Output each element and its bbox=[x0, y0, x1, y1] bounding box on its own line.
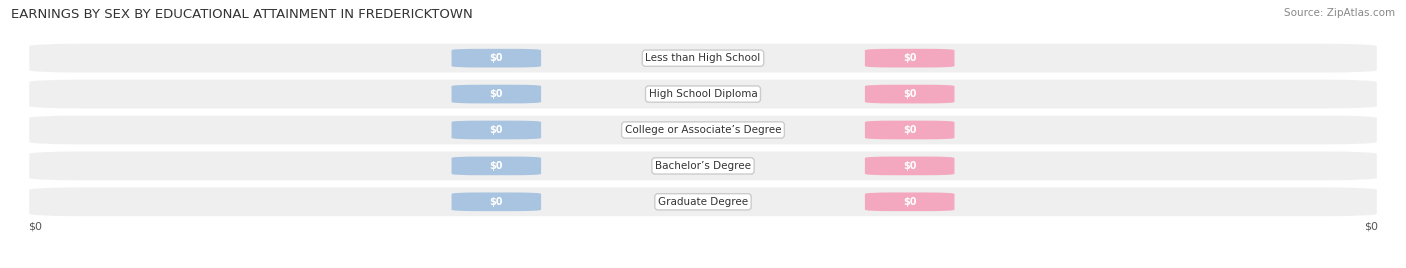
FancyBboxPatch shape bbox=[865, 192, 955, 211]
FancyBboxPatch shape bbox=[451, 85, 541, 103]
Text: Less than High School: Less than High School bbox=[645, 53, 761, 63]
Text: Bachelor’s Degree: Bachelor’s Degree bbox=[655, 161, 751, 171]
FancyBboxPatch shape bbox=[865, 157, 955, 175]
Text: $0: $0 bbox=[903, 125, 917, 135]
Text: $0: $0 bbox=[28, 222, 42, 232]
FancyBboxPatch shape bbox=[451, 192, 541, 211]
FancyBboxPatch shape bbox=[451, 121, 541, 139]
Text: $0: $0 bbox=[489, 125, 503, 135]
FancyBboxPatch shape bbox=[865, 85, 955, 103]
Text: $0: $0 bbox=[489, 161, 503, 171]
Text: High School Diploma: High School Diploma bbox=[648, 89, 758, 99]
FancyBboxPatch shape bbox=[28, 78, 1378, 110]
FancyBboxPatch shape bbox=[28, 186, 1378, 218]
FancyBboxPatch shape bbox=[865, 121, 955, 139]
Text: $0: $0 bbox=[903, 197, 917, 207]
Text: College or Associate’s Degree: College or Associate’s Degree bbox=[624, 125, 782, 135]
Text: $0: $0 bbox=[903, 161, 917, 171]
FancyBboxPatch shape bbox=[865, 49, 955, 68]
FancyBboxPatch shape bbox=[28, 150, 1378, 182]
Text: $0: $0 bbox=[489, 197, 503, 207]
Text: $0: $0 bbox=[903, 53, 917, 63]
Text: $0: $0 bbox=[489, 53, 503, 63]
Text: $0: $0 bbox=[1364, 222, 1378, 232]
Text: EARNINGS BY SEX BY EDUCATIONAL ATTAINMENT IN FREDERICKTOWN: EARNINGS BY SEX BY EDUCATIONAL ATTAINMEN… bbox=[11, 8, 472, 21]
Text: $0: $0 bbox=[489, 89, 503, 99]
Text: Graduate Degree: Graduate Degree bbox=[658, 197, 748, 207]
FancyBboxPatch shape bbox=[28, 42, 1378, 74]
Text: Source: ZipAtlas.com: Source: ZipAtlas.com bbox=[1284, 8, 1395, 18]
Text: $0: $0 bbox=[903, 89, 917, 99]
FancyBboxPatch shape bbox=[28, 114, 1378, 146]
FancyBboxPatch shape bbox=[451, 49, 541, 68]
FancyBboxPatch shape bbox=[451, 157, 541, 175]
